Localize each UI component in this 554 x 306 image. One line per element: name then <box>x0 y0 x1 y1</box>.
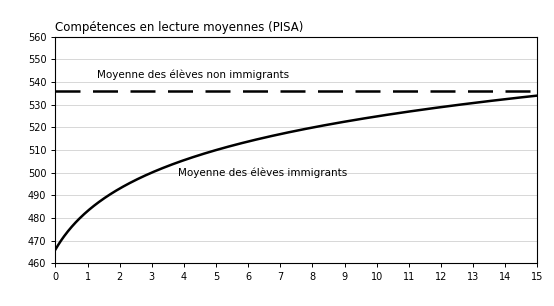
Text: Compétences en lecture moyennes (PISA): Compétences en lecture moyennes (PISA) <box>55 21 304 34</box>
Text: Moyenne des élèves non immigrants: Moyenne des élèves non immigrants <box>97 70 289 80</box>
Text: Moyenne des élèves immigrants: Moyenne des élèves immigrants <box>177 167 347 178</box>
